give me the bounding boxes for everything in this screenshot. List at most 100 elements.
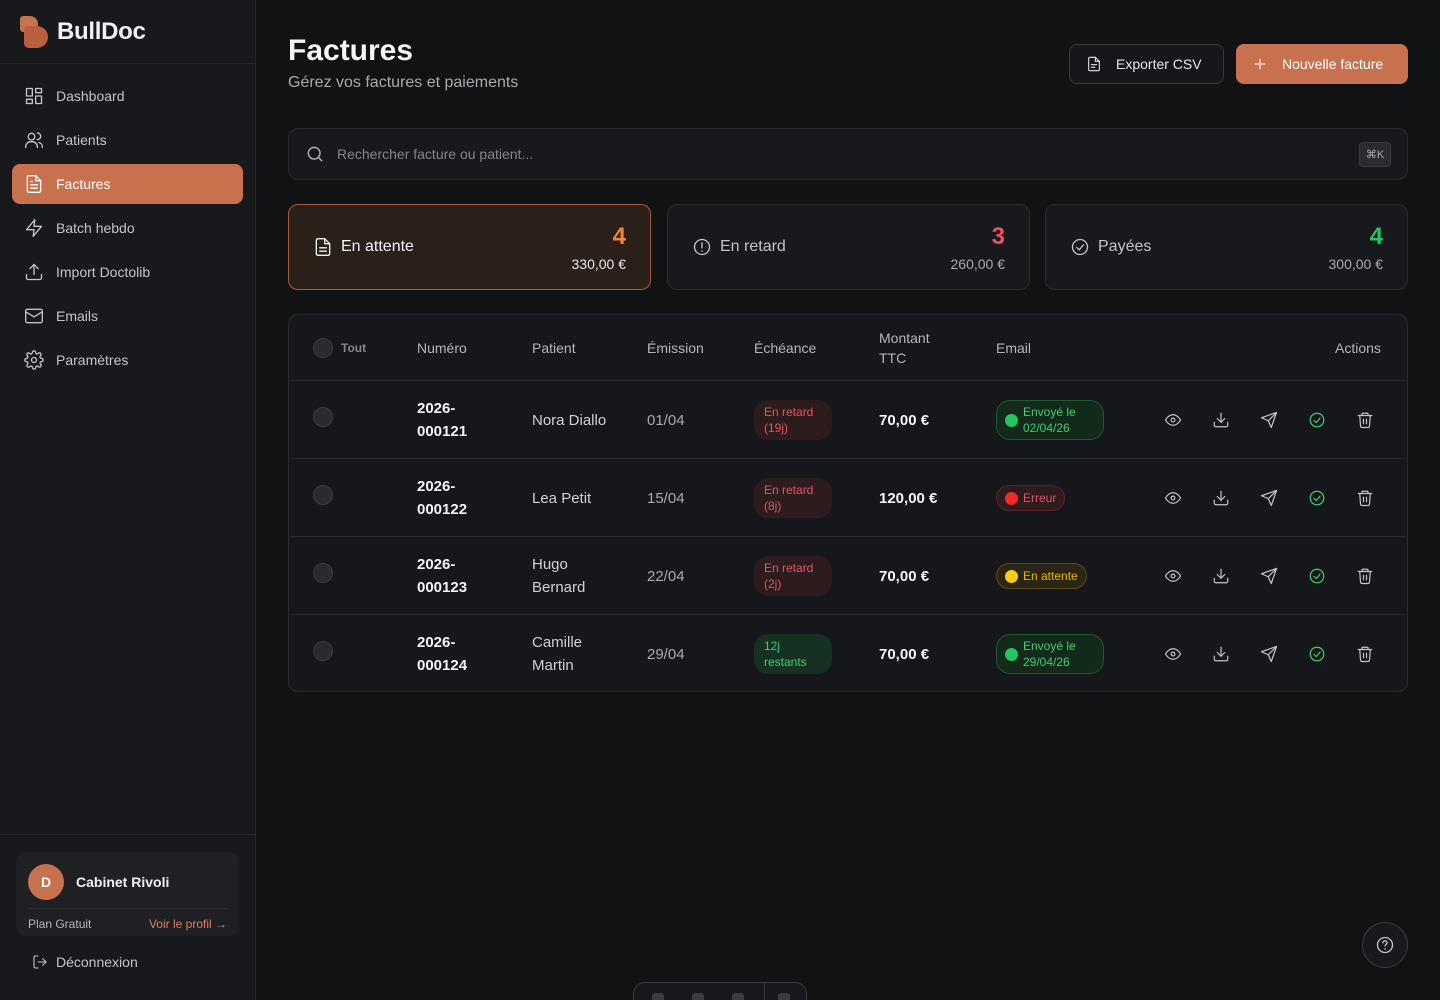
toolbar-tool-icon[interactable] [652,993,664,1000]
mark-paid-button[interactable] [1293,411,1341,429]
row-actions [1149,537,1389,615]
invoice-number[interactable]: 2026-000122 [417,478,468,518]
stat-count: 3 [991,223,1005,250]
search-bar: ⌘K [288,128,1408,180]
users-icon [25,132,43,149]
view-profile-link[interactable]: Voir le profil → [148,917,227,931]
sidebar-item-emails[interactable]: Emails [12,296,243,336]
send-button[interactable] [1245,489,1293,507]
status-dot [1005,569,1018,583]
toolbar-tool-icon[interactable] [692,993,704,1000]
export-csv-button[interactable]: Exporter CSV [1069,44,1224,84]
send-button[interactable] [1245,567,1293,585]
patient-name[interactable]: Hugo Bernard [532,556,586,596]
column-header-patient[interactable]: Patient [532,340,576,356]
patient-name[interactable]: Lea Petit [532,489,592,507]
view-button[interactable] [1149,645,1197,663]
status-dot [1005,647,1018,661]
row-checkbox[interactable] [313,563,333,583]
column-header-issued[interactable]: Émission [647,340,704,356]
invoice-number[interactable]: 2026-000124 [417,634,468,674]
check-circle-icon [1309,490,1325,506]
help-button[interactable] [1362,922,1408,968]
stat-card-paid[interactable]: Payées 4 300,00 € [1045,204,1408,290]
amount-ttc: 70,00 € [879,645,930,663]
trash-icon [1357,490,1373,507]
toolbar-tool-icon[interactable] [732,993,744,1000]
eye-icon [1164,414,1182,426]
table-row[interactable]: 2026-000121 Nora Diallo 01/04 En retard … [289,381,1407,459]
amount-ttc: 120,00 € [879,489,938,507]
delete-button[interactable] [1341,567,1389,585]
sidebar-item-batch-hebdo[interactable]: Batch hebdo [12,208,243,248]
delete-button[interactable] [1341,489,1389,507]
download-button[interactable] [1197,567,1245,585]
sidebar-item-factures[interactable]: Factures [12,164,243,204]
new-invoice-button[interactable]: Nouvelle facture [1236,44,1408,84]
invoice-number[interactable]: 2026-000123 [417,556,468,596]
email-status-text: En attente [1023,569,1078,583]
sidebar-item-parametres[interactable]: Paramètres [12,340,243,380]
stat-amount: 260,00 € [950,256,1006,272]
download-button[interactable] [1197,411,1245,429]
logout-icon [33,955,47,969]
mark-paid-button[interactable] [1293,567,1341,585]
amount-ttc: 70,00 € [879,411,930,429]
status-dot [1005,491,1018,505]
row-checkbox[interactable] [313,641,333,661]
view-button[interactable] [1149,567,1197,585]
invoice-number[interactable]: 2026-000121 [417,400,468,440]
table-row[interactable]: 2026-000124 Camille Martin 29/04 12j res… [289,615,1407,691]
column-header-due[interactable]: Échéance [754,340,817,356]
select-all-checkbox[interactable] [313,338,333,358]
brand-logo[interactable]: BullDoc [0,0,255,64]
column-header-number[interactable]: Numéro [417,340,467,356]
mark-paid-button[interactable] [1293,489,1341,507]
logout-label: Déconnexion [56,954,138,970]
stat-card-pending[interactable]: En attente 4 330,00 € [288,204,651,290]
send-button[interactable] [1245,411,1293,429]
email-status-badge: Erreur [996,485,1066,511]
delete-button[interactable] [1341,645,1389,663]
view-button[interactable] [1149,411,1197,429]
email-status-badge: Envoyé le 02/04/26 [996,400,1104,440]
bolt-icon [25,219,43,237]
table-row[interactable]: 2026-000123 Hugo Bernard 22/04 En retard… [289,537,1407,615]
stat-card-late[interactable]: En retard 3 260,00 € [667,204,1030,290]
download-button[interactable] [1197,645,1245,663]
avatar[interactable]: D [28,864,64,900]
sidebar-item-dashboard[interactable]: Dashboard [12,76,243,116]
due-badge: En retard (8j) [754,478,832,518]
column-header-amount[interactable]: Montant TTC [879,330,930,366]
send-icon [1260,645,1278,663]
send-icon [1260,411,1278,429]
sidebar-item-label: Patients [56,132,107,148]
file-icon [1088,56,1100,72]
logout-button[interactable]: Déconnexion [32,954,138,970]
send-icon [1260,567,1278,585]
floating-toolbar[interactable] [633,982,807,1000]
view-button[interactable] [1149,489,1197,507]
email-status-badge: Envoyé le 29/04/26 [996,634,1104,674]
mail-icon [25,308,43,324]
patient-name[interactable]: Camille Martin [532,634,583,674]
table-row[interactable]: 2026-000122 Lea Petit 15/04 En retard (8… [289,459,1407,537]
patient-name[interactable]: Nora Diallo [532,411,607,429]
search-input[interactable] [337,146,1237,162]
email-status-text: Envoyé le 29/04/26 [1023,639,1076,669]
download-button[interactable] [1197,489,1245,507]
toolbar-settings-icon[interactable] [778,993,790,1000]
stat-amount: 330,00 € [571,256,627,272]
sidebar-item-patients[interactable]: Patients [12,120,243,160]
send-button[interactable] [1245,645,1293,663]
sidebar-item-import-doctolib[interactable]: Import Doctolib [12,252,243,292]
plus-icon [1254,58,1266,70]
download-icon [1213,490,1229,506]
profile-card: D Cabinet Rivoli Plan Gratuit Voir le pr… [16,852,239,936]
row-checkbox[interactable] [313,407,333,427]
dashboard-icon [25,87,43,105]
column-header-actions: Actions [1335,340,1381,356]
delete-button[interactable] [1341,411,1389,429]
row-checkbox[interactable] [313,485,333,505]
mark-paid-button[interactable] [1293,645,1341,663]
